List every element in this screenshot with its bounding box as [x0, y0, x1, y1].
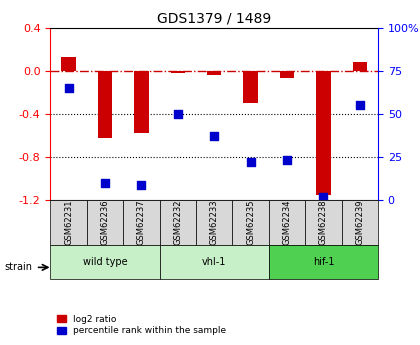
- Text: strain: strain: [4, 263, 32, 272]
- Text: GSM62231: GSM62231: [64, 200, 73, 245]
- FancyBboxPatch shape: [269, 200, 305, 245]
- Point: [102, 180, 108, 186]
- Text: GSM62234: GSM62234: [283, 200, 291, 245]
- Text: GSM62236: GSM62236: [100, 200, 110, 245]
- FancyBboxPatch shape: [50, 200, 87, 245]
- FancyBboxPatch shape: [341, 200, 378, 245]
- Point: [247, 159, 254, 165]
- Point: [174, 111, 181, 117]
- FancyBboxPatch shape: [123, 200, 160, 245]
- Bar: [171, 71, 185, 73]
- Bar: [61, 57, 76, 71]
- Text: GSM62237: GSM62237: [137, 200, 146, 245]
- Point: [138, 182, 145, 187]
- FancyBboxPatch shape: [305, 200, 341, 245]
- Text: GSM62239: GSM62239: [355, 200, 364, 245]
- Bar: [280, 71, 294, 78]
- Bar: [134, 71, 149, 133]
- Bar: [352, 62, 367, 71]
- Text: GSM62232: GSM62232: [173, 200, 182, 245]
- FancyBboxPatch shape: [269, 245, 378, 279]
- Text: GSM62235: GSM62235: [246, 200, 255, 245]
- Text: GSM62233: GSM62233: [210, 200, 219, 245]
- Point: [65, 85, 72, 91]
- Legend: log2 ratio, percentile rank within the sample: log2 ratio, percentile rank within the s…: [55, 313, 228, 337]
- FancyBboxPatch shape: [196, 200, 232, 245]
- Point: [320, 194, 327, 199]
- FancyBboxPatch shape: [50, 245, 160, 279]
- Bar: [207, 71, 221, 75]
- Bar: [316, 71, 331, 195]
- Text: hif-1: hif-1: [312, 257, 334, 267]
- Title: GDS1379 / 1489: GDS1379 / 1489: [157, 11, 271, 25]
- Text: wild type: wild type: [83, 257, 127, 267]
- Bar: [243, 71, 258, 103]
- FancyBboxPatch shape: [160, 245, 269, 279]
- FancyBboxPatch shape: [160, 200, 196, 245]
- Point: [211, 134, 218, 139]
- FancyBboxPatch shape: [232, 200, 269, 245]
- Point: [284, 158, 290, 163]
- FancyBboxPatch shape: [87, 200, 123, 245]
- Point: [357, 102, 363, 108]
- Bar: [98, 71, 112, 138]
- Text: GSM62238: GSM62238: [319, 200, 328, 245]
- Text: vhl-1: vhl-1: [202, 257, 226, 267]
